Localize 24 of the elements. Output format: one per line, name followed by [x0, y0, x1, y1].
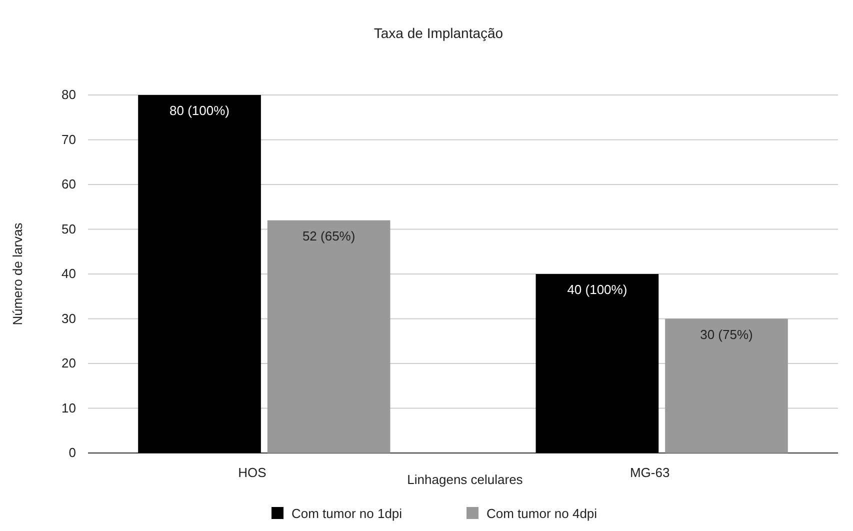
y-tick-label: 70	[62, 132, 76, 147]
y-tick-label: 40	[62, 266, 76, 281]
bar	[138, 95, 261, 453]
data-label: 52 (65%)	[302, 228, 356, 244]
bar	[267, 220, 390, 453]
y-tick-label: 20	[62, 356, 76, 370]
y-tick-label: 10	[62, 400, 76, 416]
y-tick-label: 80	[62, 87, 76, 102]
x-tick-label: HOS	[238, 465, 267, 480]
x-axis-title: Linhagens celulares	[407, 472, 524, 487]
y-tick-label: 50	[62, 221, 76, 236]
bar	[536, 274, 659, 453]
x-tick-label: MG-63	[630, 465, 670, 480]
data-label: 30 (75%)	[700, 326, 753, 342]
data-label: 40 (100%)	[567, 282, 628, 297]
bar	[665, 318, 788, 453]
data-label: 80 (100%)	[170, 103, 230, 118]
y-tick-label: 30	[62, 310, 76, 326]
y-axis-title: Número de larvas	[10, 222, 25, 326]
y-tick-label: 0	[68, 445, 76, 460]
legend-label: Com tumor no 4dpi	[486, 506, 598, 521]
chart-title: Taxa de Implantação	[374, 25, 504, 41]
legend-label: Com tumor no 1dpi	[292, 506, 402, 521]
y-tick-label: 60	[62, 176, 76, 192]
